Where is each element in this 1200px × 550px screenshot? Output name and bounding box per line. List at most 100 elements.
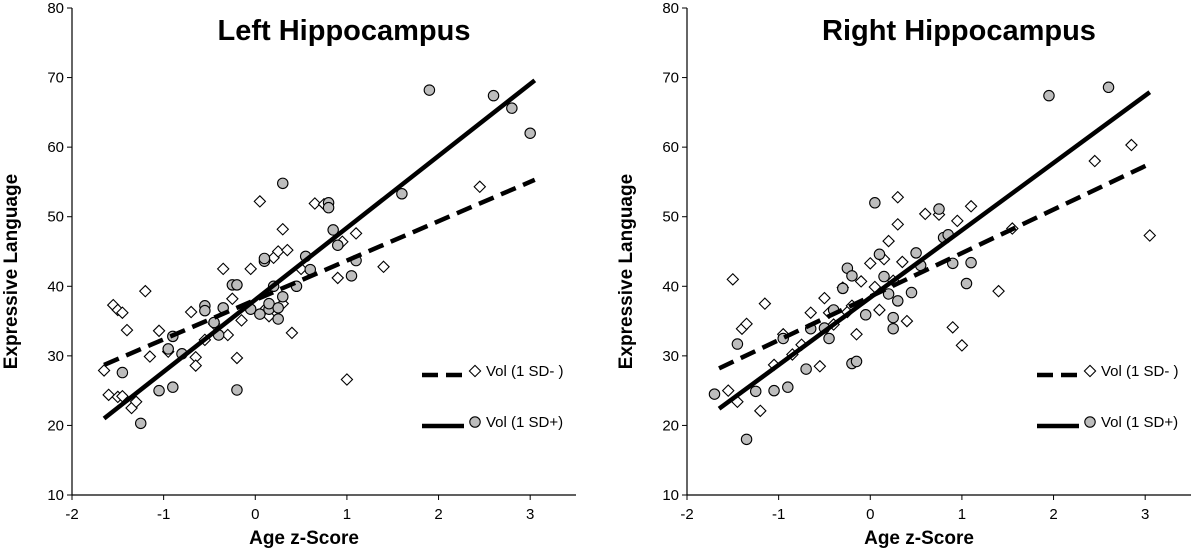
- data-point: [800, 363, 812, 375]
- x-tick-label: 0: [251, 506, 259, 523]
- x-axis-label: Age z-Score: [249, 528, 359, 549]
- y-tick-label: 30: [47, 348, 64, 365]
- data-point: [731, 338, 744, 350]
- data-point: [708, 388, 721, 400]
- data-point: [813, 359, 827, 373]
- data-point: [277, 177, 289, 190]
- fit-line-dashed: [103, 177, 536, 367]
- data-point: [905, 286, 918, 299]
- data-point: [225, 292, 239, 306]
- x-tick-label: 2: [434, 506, 442, 523]
- data-point: [837, 282, 849, 295]
- y-tick-label: 80: [47, 0, 64, 17]
- fit-line-solid: [717, 90, 1152, 411]
- data-point: [272, 313, 284, 325]
- data-point: [850, 355, 863, 368]
- data-point: [887, 322, 899, 335]
- data-point: [340, 373, 354, 386]
- data-point: [396, 188, 408, 200]
- data-point: [331, 271, 345, 285]
- data-point: [134, 417, 147, 430]
- legend-marker: [469, 416, 481, 428]
- data-point: [818, 291, 831, 305]
- data-point: [258, 252, 271, 265]
- data-point: [231, 384, 243, 396]
- data-point: [423, 84, 436, 96]
- data-point: [1143, 229, 1157, 242]
- data-point: [918, 207, 932, 221]
- data-point: [846, 270, 858, 282]
- y-tick-label: 30: [662, 348, 679, 365]
- y-tick-label: 70: [662, 70, 679, 87]
- data-point: [129, 395, 143, 409]
- x-tick-label: 0: [866, 506, 874, 523]
- fit-line-solid: [102, 78, 537, 421]
- data-point: [850, 327, 863, 341]
- data-point: [377, 260, 390, 274]
- data-point: [167, 381, 179, 393]
- data-point: [804, 306, 818, 320]
- data-point: [327, 224, 339, 236]
- legend-marker: [1083, 364, 1097, 378]
- x-tick-label: -2: [65, 506, 78, 523]
- data-point: [823, 332, 835, 345]
- legend: Vol (1 SD- ) Vol (1 SD+): [1037, 363, 1179, 431]
- data-point: [740, 433, 753, 446]
- data-point: [184, 305, 198, 319]
- x-tick-label: 1: [958, 506, 966, 523]
- data-point: [878, 270, 890, 283]
- y-tick-label: 50: [662, 209, 679, 226]
- data-point: [1125, 138, 1138, 152]
- data-point: [263, 297, 275, 310]
- data-point: [506, 102, 518, 114]
- data-point: [740, 317, 753, 331]
- data-point: [199, 304, 211, 317]
- data-point: [276, 222, 290, 236]
- data-point: [162, 343, 174, 355]
- fit-line-dashed: [718, 161, 1151, 371]
- data-point: [143, 350, 157, 363]
- data-point: [254, 308, 266, 320]
- data-point: [230, 351, 244, 365]
- data-point: [950, 214, 964, 228]
- data-point: [863, 256, 877, 270]
- data-point: [992, 284, 1005, 298]
- data-point: [231, 279, 243, 291]
- x-tick-label: 3: [526, 506, 534, 523]
- data-point: [910, 247, 922, 259]
- y-tick-label: 10: [47, 487, 64, 504]
- y-tick-label: 40: [662, 278, 679, 295]
- data-point: [473, 180, 487, 194]
- y-tick-label: 80: [662, 0, 679, 17]
- data-point: [758, 297, 772, 311]
- legend-label: Vol (1 SD- ): [1101, 363, 1179, 380]
- data-point: [964, 199, 978, 213]
- data-point: [891, 190, 905, 204]
- data-point: [768, 384, 780, 397]
- data-point: [873, 248, 886, 261]
- data-point: [120, 323, 134, 337]
- data-point: [116, 366, 129, 379]
- data-point: [208, 316, 220, 329]
- data-point: [726, 272, 740, 286]
- series-sd-plus: [116, 84, 536, 430]
- y-tick-label: 10: [662, 487, 679, 504]
- data-point: [152, 324, 166, 338]
- y-tick-label: 20: [662, 417, 679, 434]
- data-point: [873, 303, 886, 317]
- data-point: [345, 270, 358, 282]
- data-point: [116, 306, 129, 320]
- x-tick-label: 3: [1141, 506, 1149, 523]
- data-point: [721, 384, 735, 398]
- data-point: [782, 381, 794, 393]
- x-tick-label: 1: [343, 506, 351, 523]
- data-point: [322, 201, 335, 214]
- y-tick-label: 60: [662, 139, 679, 156]
- data-point: [1088, 154, 1102, 168]
- data-point: [933, 203, 945, 215]
- data-point: [1043, 89, 1055, 102]
- data-point: [285, 326, 299, 340]
- legend: Vol (1 SD- ) Vol (1 SD+): [422, 363, 564, 431]
- data-point: [189, 359, 203, 372]
